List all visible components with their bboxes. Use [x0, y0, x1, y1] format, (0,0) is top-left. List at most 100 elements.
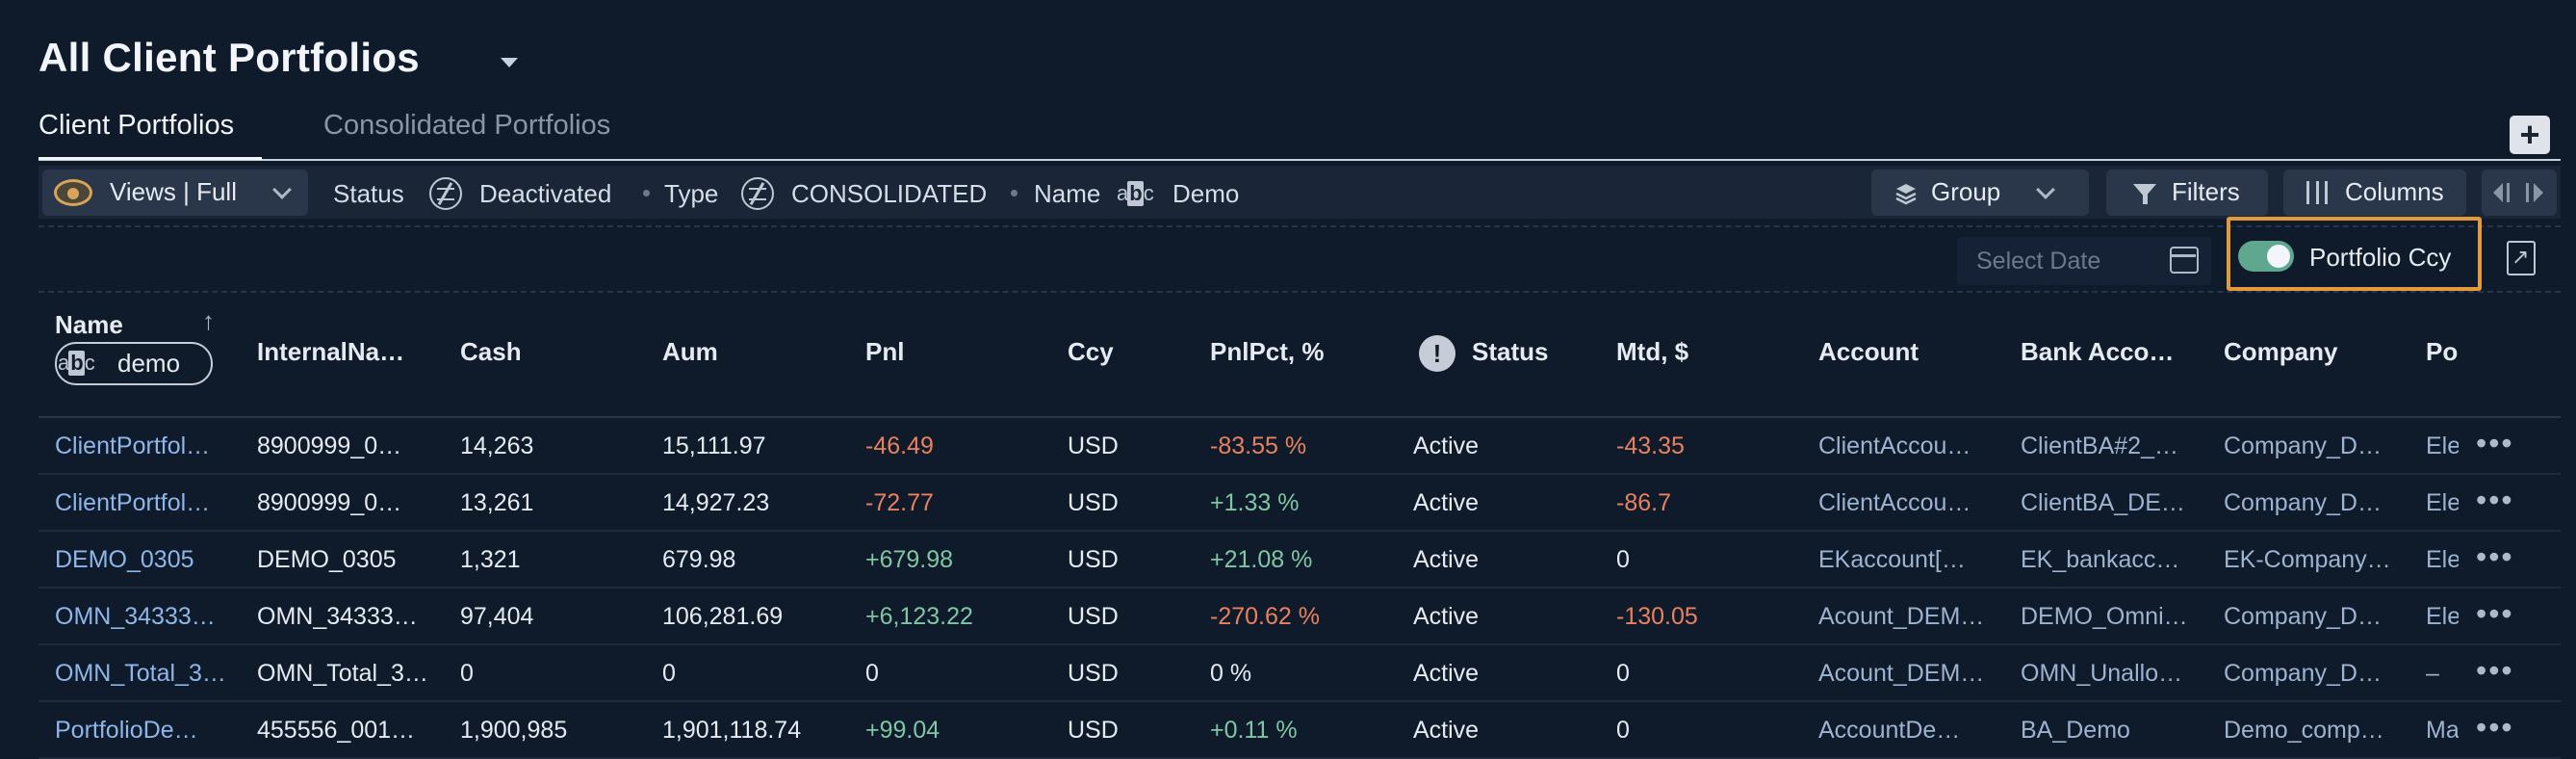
cell-po: Ele: [2426, 489, 2459, 516]
cell-po: –: [2426, 660, 2439, 687]
row-more-icon[interactable]: •••: [2476, 710, 2514, 745]
cell-internal-name: OMN_34333…: [257, 603, 418, 630]
filter-status-value[interactable]: Deactivated: [479, 179, 612, 208]
cell-bank-account: BA_Demo: [2021, 717, 2130, 744]
chevron-down-icon[interactable]: [501, 58, 518, 67]
filter-separator: [643, 190, 650, 196]
cell-ccy: USD: [1068, 603, 1119, 630]
export-icon[interactable]: [2507, 241, 2536, 275]
filter-name-value[interactable]: Demo: [1172, 179, 1240, 208]
cell-mtd: -43.35: [1616, 432, 1685, 459]
cell-mtd: -86.7: [1616, 489, 1671, 516]
cell-account: Acount_DEM…: [1818, 603, 1985, 630]
column-header-po[interactable]: Po: [2426, 337, 2459, 366]
cell-pnl: 0: [865, 660, 879, 687]
cell-po: Ele: [2426, 432, 2459, 459]
info-icon[interactable]: !: [1419, 335, 1455, 372]
column-header-bank-account[interactable]: Bank Acco…: [2021, 337, 2175, 366]
row-divider: [39, 530, 2561, 532]
column-header-company[interactable]: Company: [2224, 337, 2338, 366]
cell-aum: 0: [662, 660, 676, 687]
date-placeholder: Select Date: [1976, 248, 2101, 275]
cell-pnl: +679.98: [865, 546, 954, 573]
date-picker[interactable]: [1957, 237, 2211, 285]
cell-bank-account: ClientBA#2_…: [2021, 432, 2178, 459]
cell-pnl: -72.77: [865, 489, 934, 516]
cell-name[interactable]: ClientPortfol…: [55, 432, 211, 459]
cell-bank-account: EK_bankacc…: [2021, 546, 2180, 573]
cell-po: Ele: [2426, 603, 2459, 630]
cell-mtd: 0: [1616, 717, 1630, 744]
cell-account: Acount_DEM…: [1818, 660, 1985, 687]
column-header-cash[interactable]: Cash: [460, 337, 522, 366]
row-more-icon[interactable]: •••: [2476, 596, 2514, 631]
row-more-icon[interactable]: •••: [2476, 653, 2514, 688]
cell-pnlpct: +21.08 %: [1210, 546, 1313, 573]
column-header-pnl[interactable]: Pnl: [865, 337, 905, 366]
cell-bank-account: ClientBA_DE…: [2021, 489, 2185, 516]
row-more-icon[interactable]: •••: [2476, 483, 2514, 517]
cell-account: ClientAccou…: [1818, 489, 1971, 516]
tab-client-portfolios[interactable]: Client Portfolios: [39, 110, 235, 141]
column-header-pnlpct[interactable]: PnlPct, %: [1210, 337, 1325, 366]
cell-name[interactable]: PortfolioDe…: [55, 717, 198, 744]
cell-pnl: -46.49: [865, 432, 934, 459]
cell-name[interactable]: OMN_34333…: [55, 603, 216, 630]
cell-name[interactable]: DEMO_0305: [55, 546, 194, 573]
column-header-ccy[interactable]: Ccy: [1068, 337, 1114, 366]
filter-name-field[interactable]: Name: [1034, 179, 1101, 208]
name-filter-value: demo: [117, 349, 181, 378]
cell-internal-name: 455556_001…: [257, 717, 416, 744]
table-header-divider: [39, 416, 2561, 418]
cell-aum: 15,111.97: [662, 432, 766, 459]
abc-text-icon: abc: [1117, 181, 1154, 206]
page-title: All Client Portfolios: [39, 35, 420, 80]
columns-button[interactable]: [2283, 170, 2466, 216]
cell-name[interactable]: ClientPortfol…: [55, 489, 211, 516]
cell-ccy: USD: [1068, 432, 1119, 459]
calendar-icon[interactable]: [2170, 247, 2199, 274]
cell-account: ClientAccou…: [1818, 432, 1971, 459]
cell-company: Demo_comp…: [2224, 717, 2384, 744]
tab-consolidated-portfolios[interactable]: Consolidated Portfolios: [323, 110, 611, 141]
cell-cash: 1,321: [460, 546, 521, 573]
columns-label: Columns: [2345, 177, 2444, 206]
row-more-icon[interactable]: •••: [2476, 539, 2514, 574]
cell-bank-account: DEMO_Omni…: [2021, 603, 2188, 630]
cell-mtd: 0: [1616, 660, 1630, 687]
filter-type-field[interactable]: Type: [664, 179, 719, 208]
cell-company: Company_D…: [2224, 489, 2382, 516]
cell-company: EK-Company…: [2224, 546, 2391, 573]
collapse-arrows-icon: [2493, 183, 2543, 202]
cell-status: Active: [1413, 546, 1480, 573]
cell-company: Company_D…: [2224, 603, 2382, 630]
active-tab-indicator: [39, 157, 262, 160]
column-header-mtd[interactable]: Mtd, $: [1616, 337, 1689, 366]
cell-po: Ma: [2426, 717, 2459, 744]
row-more-icon[interactable]: •••: [2476, 426, 2514, 460]
sort-arrow-icon[interactable]: ↑: [202, 306, 215, 335]
cell-account: AccountDe…: [1818, 717, 1961, 744]
row-divider: [39, 700, 2561, 702]
filters-label: Filters: [2172, 177, 2240, 206]
not-equal-icon: [429, 177, 462, 210]
column-header-internal-name[interactable]: InternalNa…: [257, 337, 405, 366]
toolbar-divider: [39, 225, 2561, 227]
add-tab-button[interactable]: +: [2510, 116, 2550, 154]
portfolio-ccy-toggle[interactable]: [2238, 241, 2294, 272]
column-header-status[interactable]: Status: [1472, 337, 1549, 366]
views-label: Views | Full: [110, 177, 237, 206]
cell-po: Ele: [2426, 546, 2459, 573]
column-header-aum[interactable]: Aum: [662, 337, 718, 366]
column-header-name[interactable]: Name: [55, 310, 123, 339]
name-filter-input[interactable]: [55, 342, 213, 385]
filter-status-field[interactable]: Status: [333, 179, 404, 208]
cell-internal-name: 8900999_0…: [257, 432, 402, 459]
cell-cash: 0: [460, 660, 474, 687]
cell-name[interactable]: OMN_Total_3…: [55, 660, 224, 687]
column-header-account[interactable]: Account: [1818, 337, 1919, 366]
cell-cash: 1,900,985: [460, 717, 568, 744]
eye-icon: [54, 179, 92, 206]
filter-type-value[interactable]: CONSOLIDATED: [791, 179, 988, 208]
row-divider: [39, 473, 2561, 475]
